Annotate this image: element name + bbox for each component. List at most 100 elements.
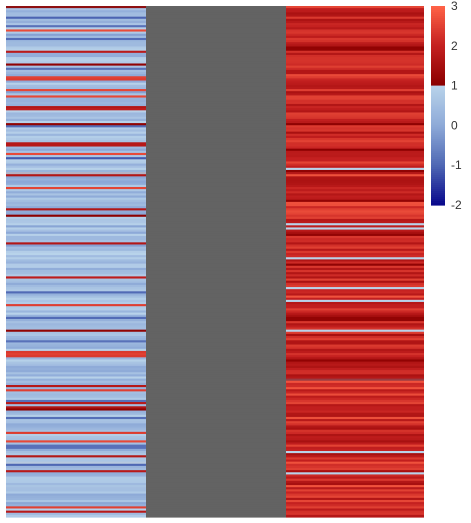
heatmap-cell	[286, 163, 424, 167]
heatmap-cell	[146, 289, 286, 292]
legend-swatch	[431, 153, 445, 156]
heatmap-cell	[6, 238, 146, 241]
heatmap-cell	[6, 101, 146, 105]
heatmap-cell	[6, 159, 146, 163]
legend-swatch	[431, 37, 445, 41]
heatmap-cell	[286, 131, 424, 135]
heatmap-cell	[6, 325, 146, 329]
heatmap-cell	[286, 427, 424, 431]
heatmap-cell	[146, 280, 286, 284]
heatmap-cell	[286, 227, 424, 231]
heatmap-cell	[6, 310, 146, 314]
legend-swatch	[431, 155, 445, 158]
heatmap-cell	[286, 61, 424, 65]
heatmap-cell	[6, 231, 146, 235]
heatmap-cell	[286, 14, 424, 18]
heatmap-cell	[6, 372, 146, 375]
legend-swatch	[431, 57, 445, 61]
heatmap-cell	[6, 210, 146, 214]
heatmap-cell	[6, 282, 146, 286]
legend-swatch	[431, 137, 445, 140]
heatmap-cell	[286, 493, 424, 497]
heatmap-cell	[6, 421, 146, 424]
legend-swatch	[431, 45, 445, 49]
heatmap-cell	[286, 382, 424, 386]
heatmap-cell	[6, 499, 146, 503]
heatmap-cell	[6, 76, 146, 79]
heatmap-cell	[286, 446, 424, 450]
heatmap-cell	[6, 338, 146, 341]
heatmap-cell	[6, 357, 146, 361]
heatmap-cell	[6, 287, 146, 290]
heatmap-cell	[6, 142, 146, 145]
heatmap-cell	[146, 131, 286, 135]
heatmap-cell	[146, 425, 286, 429]
heatmap-cell	[146, 325, 286, 329]
heatmap-cell	[146, 308, 286, 312]
heatmap-cell	[6, 216, 146, 220]
heatmap-cell	[146, 172, 286, 175]
heatmap-cell	[146, 497, 286, 501]
heatmap-cell	[6, 333, 146, 337]
heatmap-cell	[146, 155, 286, 158]
legend-swatch	[431, 183, 445, 186]
heatmap-cell	[146, 299, 286, 303]
heatmap-cell	[286, 316, 424, 320]
heatmap-cell	[286, 76, 424, 79]
heatmap-cell	[146, 293, 286, 297]
heatmap-cell	[6, 412, 146, 416]
heatmap-cell	[286, 502, 424, 505]
legend-swatch	[431, 173, 445, 176]
legend-swatch	[431, 61, 445, 65]
heatmap-cell	[146, 6, 286, 9]
heatmap-cell	[286, 135, 424, 139]
heatmap-cell	[6, 152, 146, 156]
heatmap-cell	[286, 255, 424, 258]
heatmap-cell	[6, 127, 146, 131]
heatmap-cell	[6, 299, 146, 303]
heatmap-cell	[6, 229, 146, 233]
heatmap-cell	[146, 340, 286, 344]
heatmap-cell	[286, 514, 424, 518]
heatmap-cell	[6, 161, 146, 165]
heatmap-cell	[286, 146, 424, 150]
heatmap-cell	[6, 370, 146, 373]
legend-swatch	[431, 117, 445, 121]
legend-swatch	[431, 201, 445, 204]
heatmap-cell	[286, 323, 424, 326]
heatmap-cell	[286, 48, 424, 52]
legend-swatch	[431, 123, 445, 126]
heatmap-cell	[6, 406, 146, 410]
heatmap-cell	[146, 412, 286, 416]
heatmap-cell	[146, 474, 286, 478]
legend-swatch	[431, 113, 445, 117]
legend-swatch	[431, 31, 445, 35]
legend-swatch	[431, 133, 445, 136]
heatmap-cell	[286, 89, 424, 92]
heatmap-cell	[286, 193, 424, 197]
legend-swatch	[431, 97, 445, 101]
heatmap-cell	[286, 310, 424, 314]
heatmap-cell	[6, 391, 146, 395]
heatmap-cell	[146, 108, 286, 111]
heatmap-cell	[146, 82, 286, 86]
heatmap-cell	[286, 491, 424, 495]
legend-swatch	[431, 55, 445, 59]
legend-swatch	[431, 143, 445, 146]
heatmap-cell	[286, 438, 424, 441]
legend-swatch	[431, 101, 445, 105]
heatmap-cell	[6, 201, 146, 205]
heatmap-cell	[146, 216, 286, 220]
heatmap-cell	[286, 103, 424, 107]
heatmap-cell	[146, 89, 286, 92]
legend-tick-label: 1	[451, 79, 458, 93]
heatmap-cell	[6, 429, 146, 433]
heatmap-cell	[6, 502, 146, 505]
legend-tick-label: 3	[451, 0, 458, 13]
heatmap-cell	[146, 270, 286, 273]
heatmap-cell	[286, 340, 424, 344]
heatmap-cell	[6, 123, 146, 126]
heatmap-cell	[286, 210, 424, 214]
heatmap-cell	[6, 214, 146, 218]
heatmap-cell	[286, 101, 424, 105]
